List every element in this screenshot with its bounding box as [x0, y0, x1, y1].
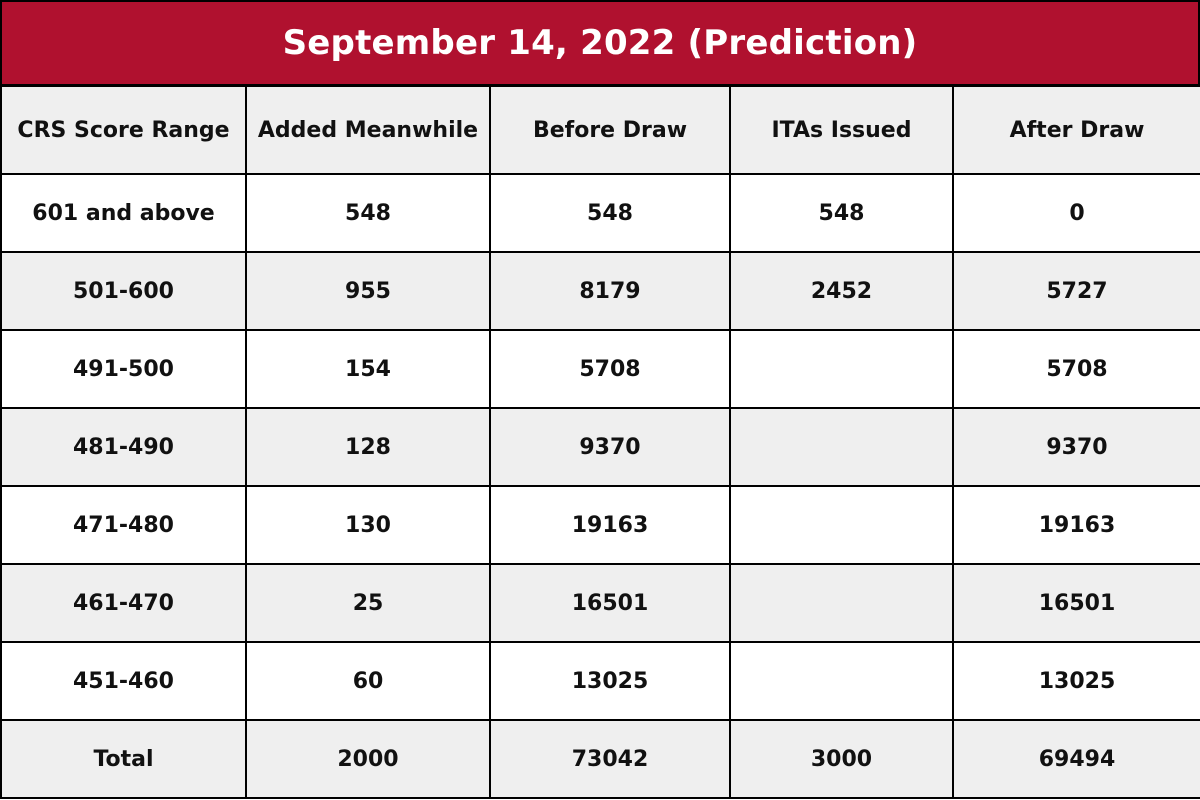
- cell-added-meanwhile: 955: [245, 251, 491, 331]
- cell-before-draw: 548: [489, 173, 731, 253]
- total-row: Total 2000 73042 3000 69494: [0, 719, 1200, 799]
- cell-itas-issued: [729, 407, 954, 487]
- cell-added-meanwhile: 60: [245, 641, 491, 721]
- cell-after-draw: 16501: [952, 563, 1200, 643]
- total-label: Total: [0, 719, 247, 799]
- title-bar: September 14, 2022 (Prediction): [0, 0, 1200, 86]
- total-itas-issued: 3000: [729, 719, 954, 799]
- total-added-meanwhile: 2000: [245, 719, 491, 799]
- cell-after-draw: 19163: [952, 485, 1200, 565]
- header-itas-issued: ITAs Issued: [729, 85, 954, 175]
- cell-after-draw: 0: [952, 173, 1200, 253]
- cell-added-meanwhile: 548: [245, 173, 491, 253]
- cell-added-meanwhile: 128: [245, 407, 491, 487]
- cell-itas-issued: 548: [729, 173, 954, 253]
- cell-added-meanwhile: 25: [245, 563, 491, 643]
- cell-itas-issued: 2452: [729, 251, 954, 331]
- cell-itas-issued: [729, 641, 954, 721]
- cell-score-range: 461-470: [0, 563, 247, 643]
- cell-score-range: 471-480: [0, 485, 247, 565]
- cell-after-draw: 5727: [952, 251, 1200, 331]
- table-row: 471-480 130 19163 19163: [0, 485, 1200, 565]
- cell-score-range: 601 and above: [0, 173, 247, 253]
- cell-before-draw: 16501: [489, 563, 731, 643]
- header-crs-score-range: CRS Score Range: [0, 85, 247, 175]
- table-row: 481-490 128 9370 9370: [0, 407, 1200, 487]
- cell-added-meanwhile: 130: [245, 485, 491, 565]
- cell-added-meanwhile: 154: [245, 329, 491, 409]
- cell-after-draw: 5708: [952, 329, 1200, 409]
- table-row: 451-460 60 13025 13025: [0, 641, 1200, 721]
- cell-score-range: 481-490: [0, 407, 247, 487]
- cell-before-draw: 9370: [489, 407, 731, 487]
- cell-itas-issued: [729, 485, 954, 565]
- table-row: 461-470 25 16501 16501: [0, 563, 1200, 643]
- cell-before-draw: 13025: [489, 641, 731, 721]
- cell-score-range: 451-460: [0, 641, 247, 721]
- table-row: 501-600 955 8179 2452 5727: [0, 251, 1200, 331]
- table-row: 491-500 154 5708 5708: [0, 329, 1200, 409]
- total-after-draw: 69494: [952, 719, 1200, 799]
- cell-after-draw: 13025: [952, 641, 1200, 721]
- crs-table: CRS Score Range Added Meanwhile Before D…: [0, 85, 1200, 799]
- header-after-draw: After Draw: [952, 85, 1200, 175]
- cell-after-draw: 9370: [952, 407, 1200, 487]
- total-before-draw: 73042: [489, 719, 731, 799]
- cell-before-draw: 5708: [489, 329, 731, 409]
- header-row: CRS Score Range Added Meanwhile Before D…: [0, 85, 1200, 175]
- cell-itas-issued: [729, 563, 954, 643]
- cell-score-range: 501-600: [0, 251, 247, 331]
- cell-before-draw: 8179: [489, 251, 731, 331]
- table-row: 601 and above 548 548 548 0: [0, 173, 1200, 253]
- header-before-draw: Before Draw: [489, 85, 731, 175]
- cell-score-range: 491-500: [0, 329, 247, 409]
- page-title: September 14, 2022 (Prediction): [282, 23, 918, 63]
- header-added-meanwhile: Added Meanwhile: [245, 85, 491, 175]
- cell-itas-issued: [729, 329, 954, 409]
- cell-before-draw: 19163: [489, 485, 731, 565]
